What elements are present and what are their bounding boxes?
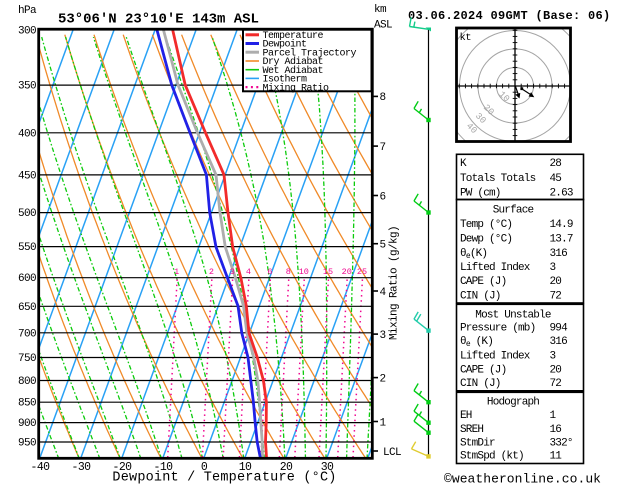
svg-text:Lifted Index: Lifted Index (460, 350, 531, 362)
svg-text:SREH: SREH (460, 424, 483, 436)
svg-text:©weatheronline.co.uk: ©weatheronline.co.uk (444, 472, 601, 486)
svg-text:Pressure (mb): Pressure (mb) (460, 323, 535, 335)
svg-text:72: 72 (550, 290, 562, 302)
svg-text:20: 20 (550, 276, 562, 288)
svg-text:Wet Adiabat: Wet Adiabat (263, 65, 324, 77)
svg-text:CAPE (J): CAPE (J) (460, 276, 506, 288)
svg-text:3: 3 (230, 267, 235, 277)
svg-text:θe (K): θe (K) (460, 336, 493, 349)
svg-text:550: 550 (18, 242, 36, 254)
svg-text:13.7: 13.7 (550, 234, 573, 246)
svg-text:2: 2 (209, 267, 214, 277)
svg-text:km: km (374, 4, 387, 16)
svg-text:20: 20 (280, 461, 293, 474)
svg-text:-30: -30 (72, 461, 92, 474)
svg-text:StmDir: StmDir (460, 437, 495, 449)
svg-text:20: 20 (342, 267, 352, 277)
svg-text:5: 5 (380, 240, 387, 252)
svg-text:3: 3 (550, 262, 556, 274)
svg-text:16: 16 (550, 424, 562, 436)
svg-text:332°: 332° (550, 437, 573, 449)
svg-text:CAPE (J): CAPE (J) (460, 365, 506, 377)
svg-text:700: 700 (18, 328, 36, 340)
svg-text:Dewpoint / Temperature (°C): Dewpoint / Temperature (°C) (112, 471, 336, 486)
svg-text:6: 6 (267, 267, 272, 277)
svg-text:10: 10 (299, 267, 309, 277)
svg-text:-20: -20 (113, 461, 133, 474)
svg-text:850: 850 (18, 398, 36, 410)
svg-text:45: 45 (550, 173, 562, 185)
svg-text:3: 3 (550, 350, 556, 362)
svg-text:4: 4 (246, 267, 251, 277)
svg-text:StmSpd (kt): StmSpd (kt) (460, 451, 524, 463)
svg-text:Dewpoint: Dewpoint (263, 39, 307, 51)
svg-text:400: 400 (18, 128, 36, 140)
svg-text:3: 3 (380, 330, 387, 342)
svg-text:11: 11 (550, 451, 563, 463)
svg-text:Dewp (°C): Dewp (°C) (460, 234, 512, 246)
svg-text:500: 500 (18, 208, 36, 220)
svg-text:Temperature: Temperature (263, 31, 324, 42)
svg-text:15: 15 (323, 267, 333, 277)
svg-text:Lifted Index: Lifted Index (460, 262, 531, 274)
svg-text:03.06.2024 09GMT (Base: 06): 03.06.2024 09GMT (Base: 06) (408, 9, 611, 23)
svg-text:8: 8 (380, 92, 387, 104)
svg-text:20: 20 (550, 365, 562, 377)
svg-text:72: 72 (550, 378, 562, 390)
svg-text:Totals Totals: Totals Totals (460, 173, 536, 185)
svg-text:4: 4 (380, 287, 387, 299)
svg-text:PW (cm): PW (cm) (460, 187, 501, 199)
svg-text:Surface: Surface (493, 204, 534, 216)
svg-text:CIN (J): CIN (J) (460, 378, 501, 390)
svg-text:Mixing Ratio (g/kg): Mixing Ratio (g/kg) (389, 226, 401, 340)
svg-text:2.63: 2.63 (550, 187, 573, 199)
svg-text:2: 2 (380, 373, 387, 385)
svg-text:950: 950 (18, 438, 36, 450)
svg-text:750: 750 (18, 353, 36, 365)
svg-text:Isotherm: Isotherm (263, 74, 308, 86)
svg-text:hPa: hPa (18, 5, 37, 17)
svg-text:Hodograph: Hodograph (487, 397, 539, 409)
svg-text:600: 600 (18, 273, 36, 285)
svg-text:450: 450 (18, 170, 36, 182)
svg-text:Parcel Trajectory: Parcel Trajectory (263, 47, 357, 59)
svg-text:6: 6 (380, 191, 387, 203)
svg-text:53°06'N 23°10'E 143m ASL: 53°06'N 23°10'E 143m ASL (58, 12, 259, 28)
svg-text:0: 0 (201, 461, 208, 474)
svg-text:14.9: 14.9 (550, 219, 573, 231)
svg-text:994: 994 (550, 323, 569, 335)
svg-text:25: 25 (357, 267, 367, 277)
svg-text:1: 1 (174, 267, 179, 277)
svg-text:-40: -40 (31, 461, 51, 474)
svg-text:7: 7 (380, 142, 387, 154)
svg-text:350: 350 (18, 81, 36, 93)
svg-text:LCL: LCL (383, 447, 401, 459)
svg-text:316: 316 (550, 248, 568, 260)
svg-text:CIN (J): CIN (J) (460, 290, 501, 302)
svg-text:800: 800 (18, 376, 36, 388)
svg-text:30: 30 (321, 461, 334, 474)
svg-text:θe(K): θe(K) (460, 248, 487, 261)
svg-text:900: 900 (18, 418, 36, 430)
svg-text:8: 8 (286, 267, 291, 277)
svg-text:28: 28 (550, 158, 562, 170)
svg-text:Most Unstable: Most Unstable (475, 310, 551, 322)
svg-text:EH: EH (460, 410, 472, 422)
svg-text:kt: kt (460, 32, 472, 44)
svg-text:Dry Adiabat: Dry Adiabat (263, 56, 324, 68)
svg-text:ASL: ASL (374, 20, 392, 32)
svg-text:10: 10 (239, 461, 252, 474)
svg-text:300: 300 (18, 26, 36, 38)
svg-text:Mixing Ratio: Mixing Ratio (263, 82, 330, 94)
svg-text:Temp (°C): Temp (°C) (460, 219, 512, 231)
svg-text:K: K (460, 158, 467, 170)
svg-text:-10: -10 (154, 461, 174, 474)
svg-text:1: 1 (550, 410, 557, 422)
svg-text:1: 1 (380, 417, 387, 429)
svg-text:650: 650 (18, 302, 36, 314)
svg-text:316: 316 (550, 336, 568, 348)
